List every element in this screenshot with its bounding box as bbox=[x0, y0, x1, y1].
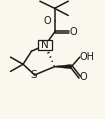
FancyBboxPatch shape bbox=[38, 40, 52, 50]
Text: OH: OH bbox=[80, 52, 95, 62]
Text: O: O bbox=[43, 16, 51, 26]
Text: S: S bbox=[30, 70, 37, 80]
Text: O: O bbox=[80, 72, 87, 82]
Text: O: O bbox=[69, 27, 77, 37]
Polygon shape bbox=[55, 64, 71, 69]
Text: N: N bbox=[41, 40, 49, 50]
